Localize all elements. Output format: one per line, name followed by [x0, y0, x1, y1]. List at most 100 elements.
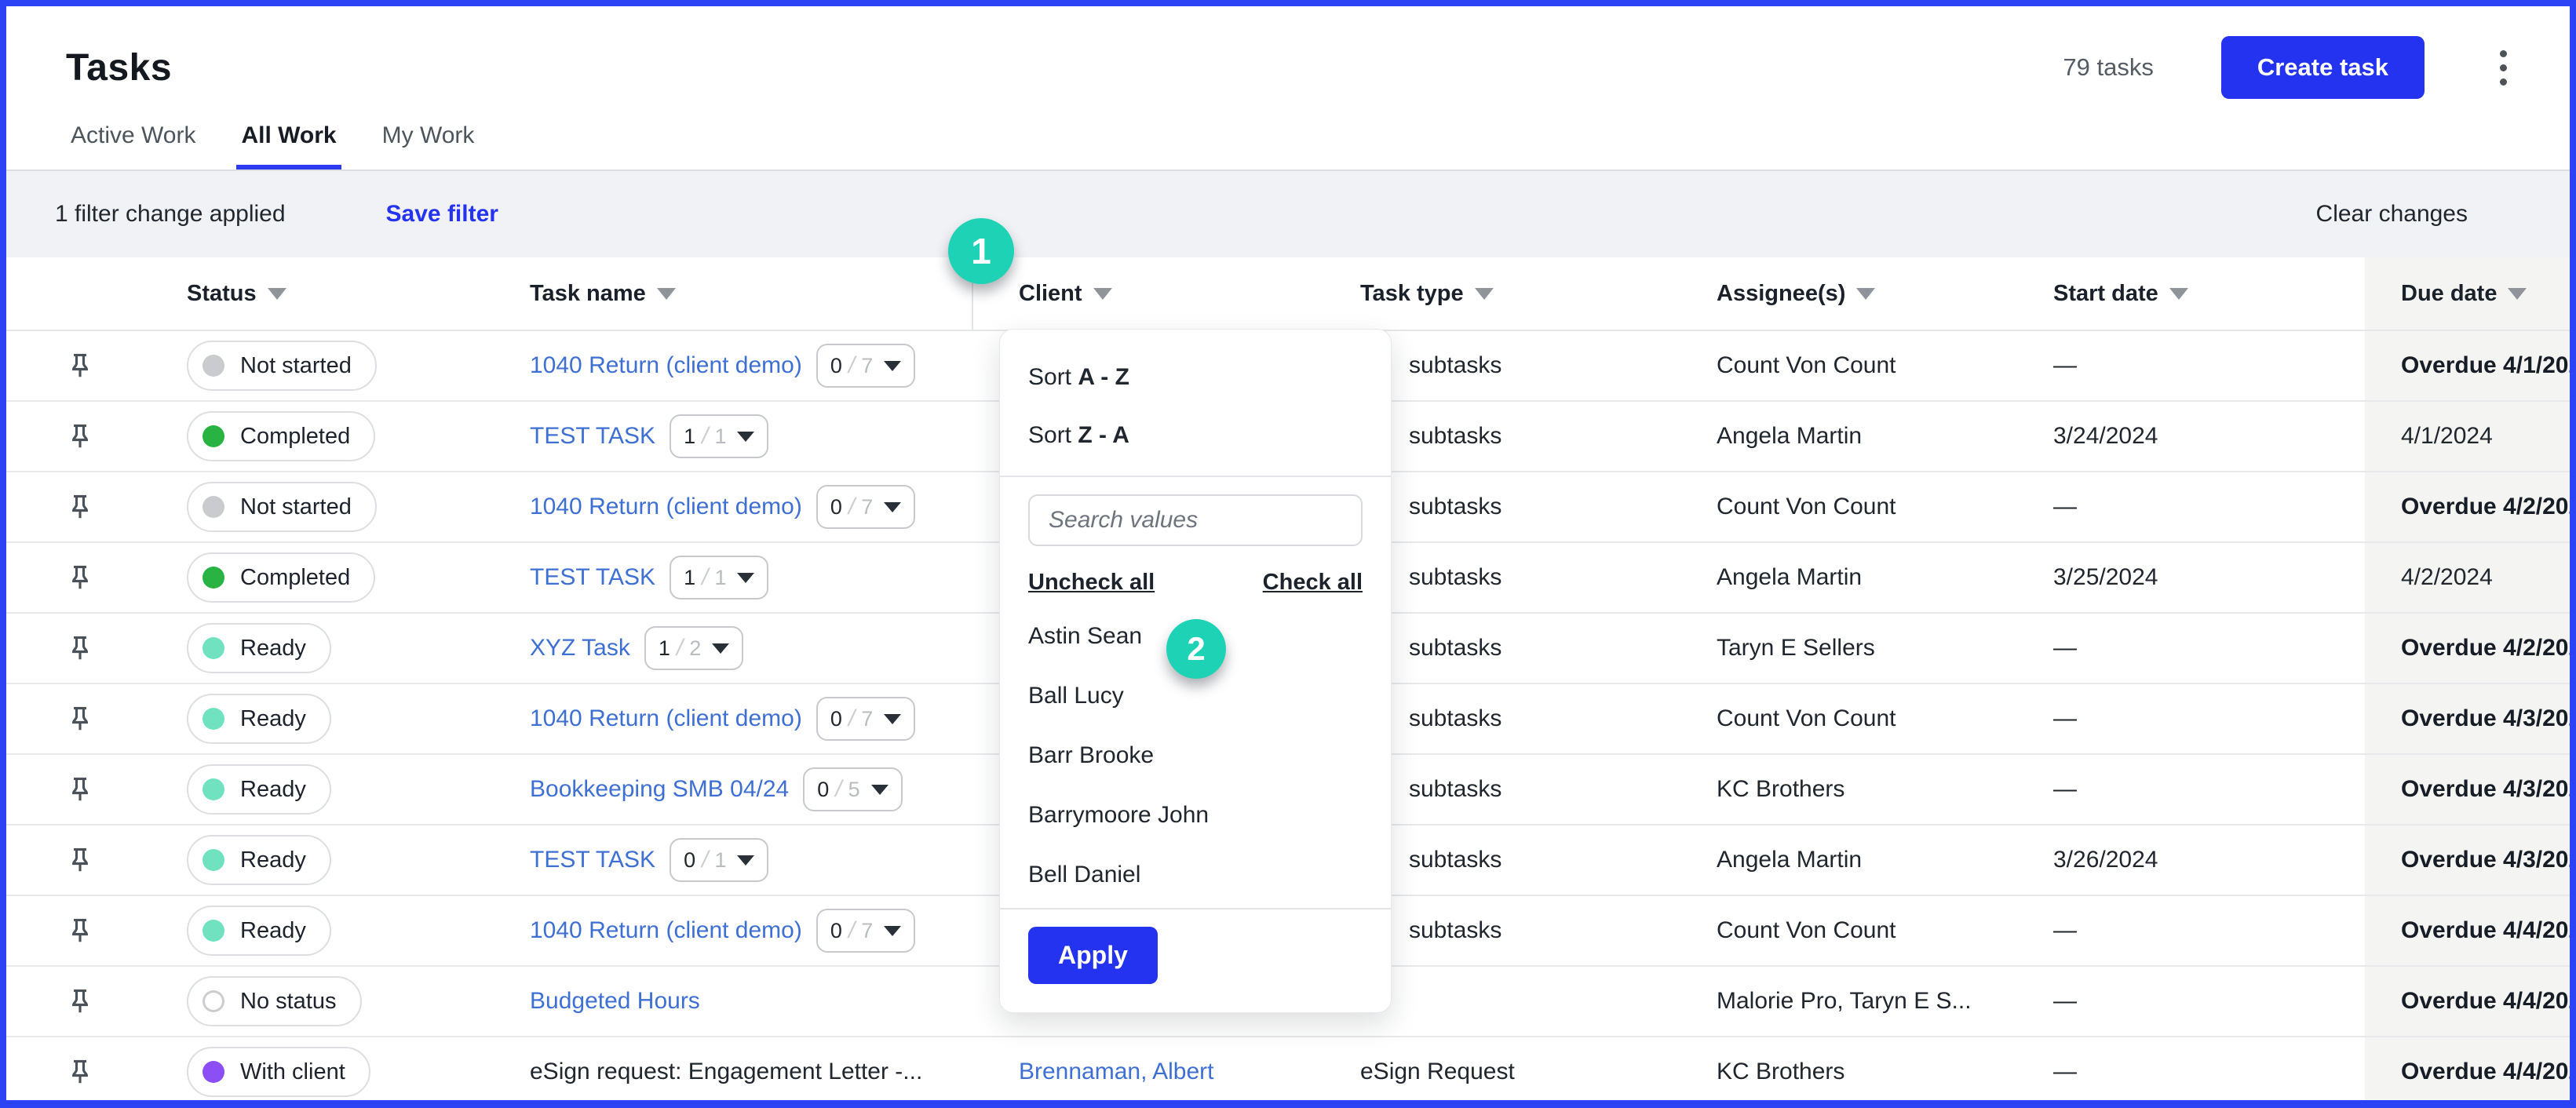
table-header: Status Task name Client Task type Assign… — [6, 257, 2570, 331]
filter-change-message: 1 filter change applied — [55, 201, 286, 228]
search-values-input[interactable] — [1028, 494, 1363, 546]
caret-down-icon — [884, 714, 901, 724]
client-value-option[interactable]: Bell Daniel — [1000, 845, 1391, 905]
due-date-value: Overdue 4/4/202 — [2401, 988, 2570, 1015]
subtask-progress-dropdown[interactable]: 0 / 1 — [670, 838, 768, 882]
status-dot-icon — [203, 990, 224, 1012]
status-dot-icon — [203, 849, 224, 871]
status-pill[interactable]: Ready — [187, 835, 331, 885]
pin-icon[interactable] — [66, 841, 94, 879]
subtask-progress-dropdown[interactable]: 0 / 7 — [816, 485, 915, 529]
due-date-value: Overdue 4/3/202 — [2401, 847, 2570, 873]
caret-down-icon — [737, 573, 754, 583]
status-pill[interactable]: With client — [187, 1047, 370, 1097]
save-filter-link[interactable]: Save filter — [386, 201, 498, 228]
status-pill[interactable]: Completed — [187, 411, 375, 461]
pin-icon[interactable] — [66, 771, 94, 808]
sort-z-a-option[interactable]: Sort Z - A — [1000, 406, 1391, 465]
assignees-value: Angela Martin — [1717, 564, 1862, 591]
status-pill[interactable]: Not started — [187, 341, 377, 391]
status-pill[interactable]: No status — [187, 976, 362, 1026]
uncheck-all-link[interactable]: Uncheck all — [1028, 570, 1155, 596]
status-dot-icon — [203, 496, 224, 518]
task-name-link[interactable]: 1040 Return (client demo) — [530, 705, 802, 732]
column-header-task-name[interactable]: Task name — [513, 257, 972, 330]
column-header-task-type[interactable]: Task type — [1345, 257, 1682, 330]
column-header-status[interactable]: Status — [171, 257, 513, 330]
pin-icon[interactable] — [66, 912, 94, 949]
sort-caret-icon — [1856, 288, 1875, 300]
start-date-value: — — [2053, 352, 2077, 379]
status-pill[interactable]: Ready — [187, 694, 331, 744]
start-date-value: 3/24/2024 — [2053, 423, 2158, 450]
due-date-value: Overdue 4/4/202 — [2401, 917, 2570, 944]
create-task-button[interactable]: Create task — [2221, 36, 2425, 99]
subtask-progress-dropdown[interactable]: 0 / 7 — [816, 909, 915, 953]
start-date-value: — — [2053, 635, 2077, 662]
assignees-value: Malorie Pro, Taryn E S... — [1717, 988, 1972, 1015]
pin-icon[interactable] — [66, 700, 94, 738]
pin-icon[interactable] — [66, 347, 94, 385]
column-header-start-date[interactable]: Start date — [2039, 257, 2365, 330]
client-value-option[interactable]: Barrymoore John — [1000, 785, 1391, 845]
sort-a-z-option[interactable]: Sort A - Z — [1000, 348, 1391, 406]
task-name-link[interactable]: Bookkeeping SMB 04/24 — [530, 776, 789, 803]
pin-icon[interactable] — [66, 559, 94, 596]
task-name-link[interactable]: TEST TASK — [530, 423, 655, 450]
sort-caret-icon — [1475, 288, 1494, 300]
pin-icon[interactable] — [66, 488, 94, 526]
tab-bar: Active Work All Work My Work — [6, 102, 2570, 169]
top-bar: Tasks 79 tasks Create task — [6, 6, 2570, 102]
status-pill[interactable]: Ready — [187, 623, 331, 673]
subtask-progress-dropdown[interactable]: 0 / 7 — [816, 697, 915, 741]
status-pill[interactable]: Ready — [187, 906, 331, 956]
task-name-link[interactable]: Budgeted Hours — [530, 988, 700, 1015]
status-pill[interactable]: Not started — [187, 482, 377, 532]
pin-icon[interactable] — [66, 1053, 94, 1091]
tab-active-work[interactable]: Active Work — [66, 108, 200, 169]
task-name-link[interactable]: TEST TASK — [530, 847, 655, 873]
task-name-link[interactable]: 1040 Return (client demo) — [530, 352, 802, 379]
client-value-option[interactable]: Barr Brooke — [1000, 726, 1391, 785]
subtask-progress-dropdown[interactable]: 1 / 1 — [670, 414, 768, 458]
column-header-client[interactable]: Client — [972, 257, 1345, 330]
due-date-value: Overdue 4/4/202 — [2401, 1059, 2570, 1085]
apply-button[interactable]: Apply — [1028, 927, 1158, 984]
clear-changes-link[interactable]: Clear changes — [2316, 201, 2468, 228]
status-dot-icon — [203, 920, 224, 942]
pin-icon[interactable] — [66, 417, 94, 455]
due-date-value: Overdue 4/2/202 — [2401, 635, 2570, 662]
pin-icon[interactable] — [66, 629, 94, 667]
tab-my-work[interactable]: My Work — [378, 108, 480, 169]
task-name-link[interactable]: eSign request: Engagement Letter -... — [530, 1059, 922, 1085]
client-link[interactable]: Brennaman, Albert — [1019, 1059, 1213, 1085]
tasks-page: Tasks 79 tasks Create task Active Work A… — [0, 0, 2576, 1108]
subtask-progress-dropdown[interactable]: 0 / 5 — [803, 767, 902, 811]
start-date-value: — — [2053, 705, 2077, 732]
caret-down-icon — [737, 855, 754, 866]
callout-badge-1: 1 — [948, 218, 1014, 284]
subtask-progress-dropdown[interactable]: 1 / 2 — [644, 626, 743, 670]
subtask-progress-dropdown[interactable]: 0 / 7 — [816, 344, 915, 388]
column-header-assignees[interactable]: Assignee(s) — [1682, 257, 2039, 330]
tab-all-work[interactable]: All Work — [236, 108, 341, 169]
status-dot-icon — [203, 567, 224, 589]
caret-down-icon — [737, 432, 754, 442]
task-name-link[interactable]: TEST TASK — [530, 564, 655, 591]
task-count: 79 tasks — [2063, 53, 2153, 82]
task-name-link[interactable]: XYZ Task — [530, 635, 630, 662]
column-header-due-date[interactable]: Due date — [2365, 257, 2570, 330]
due-date-value: Overdue 4/2/202 — [2401, 494, 2570, 520]
top-bar-right: 79 tasks Create task — [2063, 36, 2515, 99]
task-name-link[interactable]: 1040 Return (client demo) — [530, 917, 802, 944]
due-date-value: 4/2/2024 — [2401, 564, 2493, 591]
subtask-progress-dropdown[interactable]: 1 / 1 — [670, 556, 768, 600]
status-pill[interactable]: Completed — [187, 552, 375, 603]
status-pill[interactable]: Ready — [187, 764, 331, 815]
check-all-link[interactable]: Check all — [1263, 570, 1363, 596]
sort-caret-icon — [657, 288, 676, 300]
task-name-link[interactable]: 1040 Return (client demo) — [530, 494, 802, 520]
kebab-menu-icon[interactable] — [2492, 44, 2515, 92]
pin-icon[interactable] — [66, 982, 94, 1020]
sort-caret-icon — [1093, 288, 1112, 300]
